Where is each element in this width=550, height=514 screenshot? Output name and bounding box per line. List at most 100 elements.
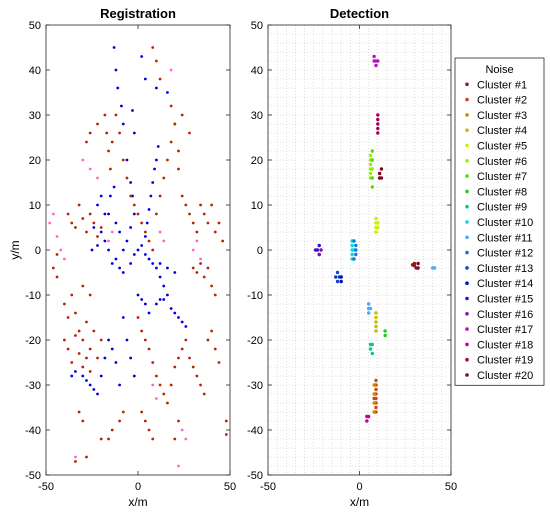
data-point [88, 293, 92, 297]
data-point [103, 356, 107, 360]
data-point [121, 122, 125, 126]
data-point [177, 356, 180, 360]
data-point [374, 315, 378, 320]
data-point [136, 293, 140, 297]
data-point [372, 383, 376, 387]
data-point [151, 383, 155, 387]
data-point [120, 104, 123, 108]
y-tick-label: 40 [29, 65, 41, 77]
data-point [199, 262, 202, 265]
data-point [99, 226, 103, 229]
data-point [374, 324, 378, 329]
data-point [191, 266, 195, 270]
data-point [383, 333, 387, 338]
data-point [368, 153, 373, 158]
data-point [350, 243, 354, 248]
data-point [158, 77, 162, 81]
data-point [81, 374, 85, 378]
data-point [66, 212, 70, 216]
data-point [213, 293, 217, 297]
data-point [96, 203, 99, 207]
data-point [195, 374, 199, 378]
data-point [370, 351, 375, 356]
data-point [81, 284, 85, 288]
data-point [107, 149, 110, 153]
legend-entry: Cluster #16 [477, 309, 533, 321]
data-point [339, 275, 343, 279]
data-point [85, 230, 88, 234]
data-point [158, 275, 162, 279]
data-point [118, 383, 121, 387]
registration-chart: -50 -40 -30 -20 -10 0 10 20 30 40 50 -50 0 50 Registra… [8, 6, 236, 509]
data-point [96, 122, 99, 126]
data-point [118, 230, 121, 234]
data-points [48, 46, 228, 468]
data-point [374, 378, 378, 383]
data-point [63, 302, 66, 306]
data-point [366, 414, 371, 419]
data-point [66, 316, 70, 319]
data-point [74, 311, 77, 315]
legend-entry: Cluster #14 [477, 278, 533, 290]
x-tick-label: -50 [38, 481, 54, 493]
data-point [143, 77, 147, 81]
data-point [112, 185, 116, 189]
data-point [180, 194, 184, 198]
data-point [372, 410, 376, 414]
data-point [173, 271, 177, 274]
data-point [147, 311, 151, 315]
data-point [184, 325, 188, 328]
data-point [191, 365, 195, 369]
legend-marker [465, 220, 469, 224]
data-point [81, 365, 85, 369]
data-point [81, 217, 85, 220]
data-point [372, 392, 376, 396]
y-tick-label: 20 [29, 155, 41, 167]
data-point [180, 113, 184, 117]
data-point [319, 248, 323, 252]
y-tick-label: 10 [29, 200, 41, 212]
data-point [147, 347, 151, 351]
data-point [374, 387, 378, 392]
data-point [85, 140, 88, 144]
data-point [213, 230, 217, 234]
data-point [81, 419, 85, 423]
data-point [147, 239, 151, 243]
data-point [85, 320, 88, 324]
data-point [374, 311, 378, 315]
data-point [143, 235, 147, 238]
y-tick-label: -40 [247, 425, 263, 437]
data-point [66, 347, 70, 351]
legend-entry: Cluster #13 [477, 263, 533, 275]
data-point [147, 208, 151, 211]
legend-entry: Cluster #20 [477, 370, 533, 382]
data-point [376, 126, 380, 131]
data-point [114, 113, 118, 117]
data-point [195, 239, 199, 243]
data-point [410, 263, 415, 267]
data-point [129, 181, 133, 184]
data-point [81, 338, 85, 342]
data-point [352, 257, 356, 261]
data-point [88, 370, 92, 373]
x-tick-label: 50 [224, 481, 236, 493]
legend-marker [465, 235, 469, 240]
data-point [74, 455, 77, 459]
data-point [199, 203, 202, 207]
legend-marker [465, 174, 469, 178]
legend-entry: Cluster #8 [477, 186, 527, 198]
data-point [74, 226, 77, 229]
y-tick-label: 30 [29, 110, 41, 122]
data-point [147, 428, 151, 432]
data-point [96, 392, 99, 396]
data-point [55, 275, 59, 279]
data-point [202, 392, 206, 396]
data-point [59, 248, 63, 252]
data-point [85, 455, 88, 459]
legend-entry: Cluster #2 [477, 95, 527, 107]
legend-marker [465, 97, 469, 102]
y-tick-label: 10 [251, 200, 263, 212]
legend-marker [465, 373, 469, 377]
data-point [354, 248, 358, 252]
